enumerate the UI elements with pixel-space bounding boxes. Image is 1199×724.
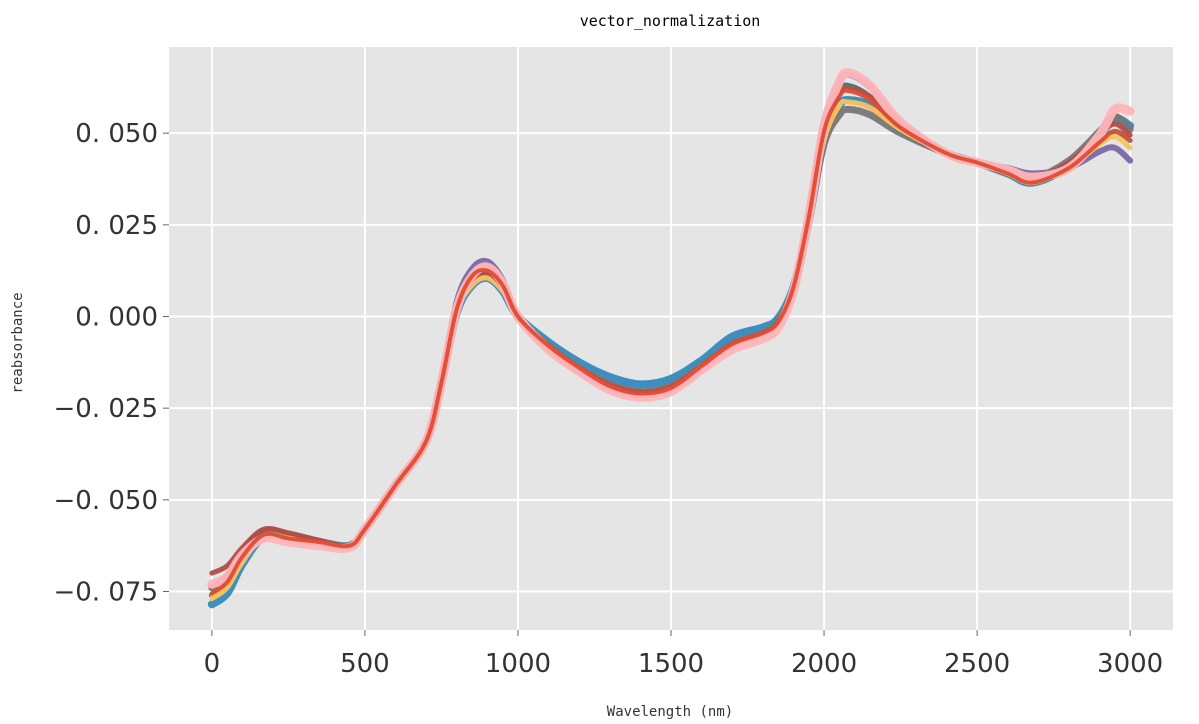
x-axis-label: Wavelength (nm) — [607, 704, 733, 720]
x-tick-label: 1500 — [638, 649, 704, 679]
ticks: 0 500 1000 1500 2000 2500 3000 −0. 075 −0. 050 −0… — [54, 119, 1164, 679]
y-tick-label: 0. 000 — [75, 303, 158, 333]
series-line — [209, 88, 1133, 596]
y-tick-label: −0. 025 — [54, 394, 158, 424]
chart-title: vector_normalization — [580, 12, 761, 30]
y-tick-label: 0. 025 — [75, 211, 158, 241]
y-tick-label: −0. 050 — [54, 486, 158, 516]
x-tick-label: 0 — [204, 649, 221, 679]
x-tick-label: 500 — [340, 649, 390, 679]
y-axis-label: reabsorbance — [10, 292, 26, 393]
y-tick-label: 0. 050 — [75, 119, 158, 149]
y-tick-label: −0. 075 — [54, 578, 158, 608]
x-tick-label: 1000 — [485, 649, 551, 679]
grid — [169, 47, 1173, 630]
x-tick-label: 2000 — [791, 649, 857, 679]
x-tick-label: 3000 — [1097, 649, 1163, 679]
series-group — [207, 68, 1135, 609]
x-tick-label: 2500 — [944, 649, 1010, 679]
